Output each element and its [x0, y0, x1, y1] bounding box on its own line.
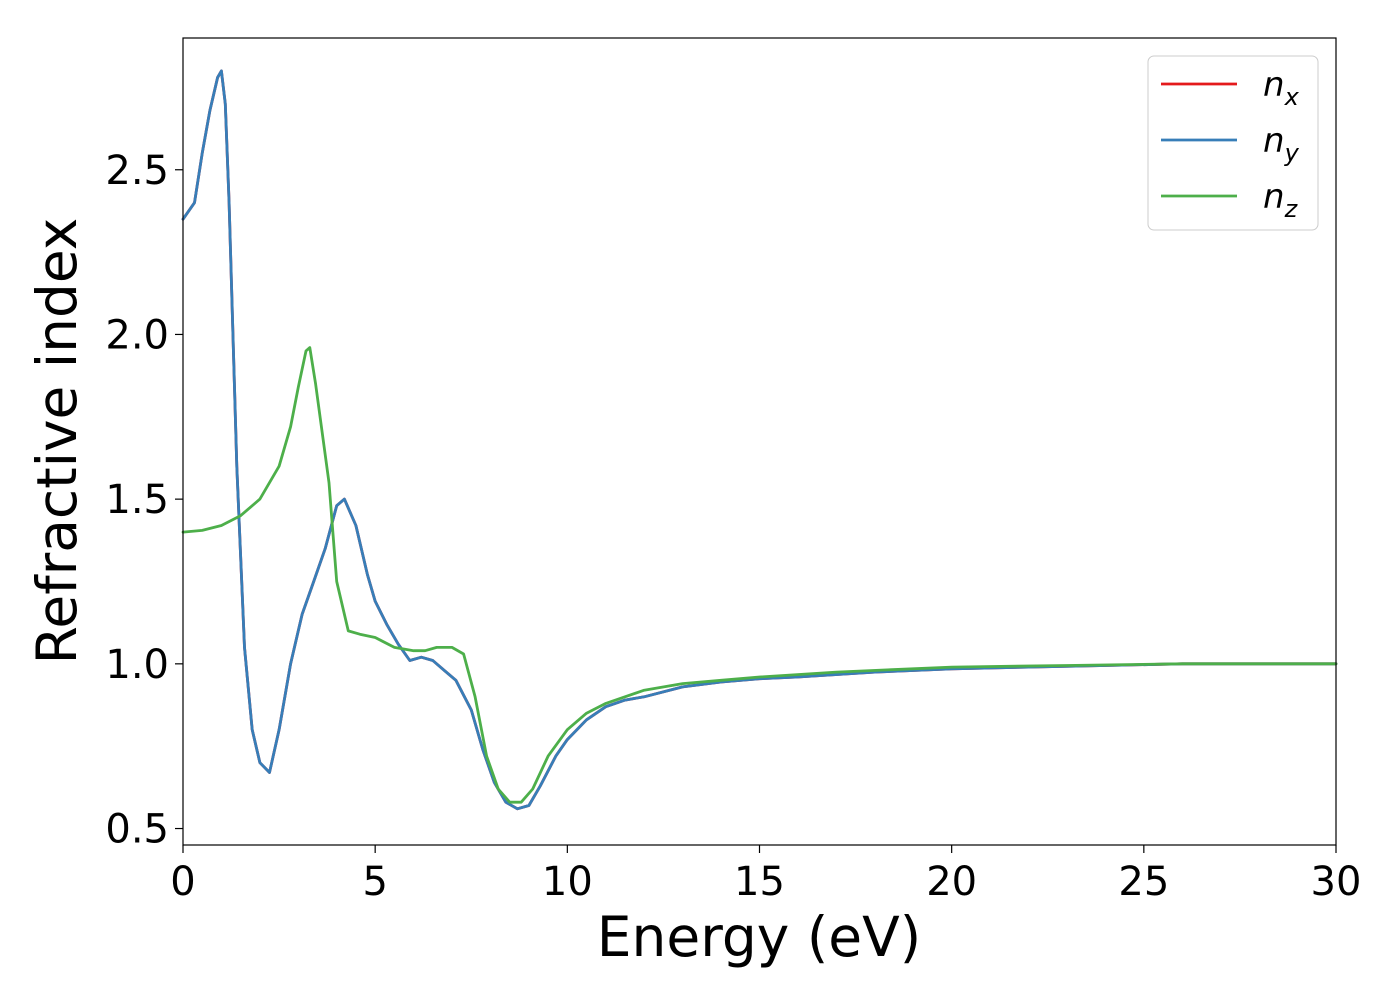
- legend-box: [1147, 55, 1319, 231]
- y-tick-label: 1.5: [105, 477, 169, 523]
- y-tick-label: 0.5: [105, 807, 169, 853]
- x-tick-label: 10: [542, 859, 593, 905]
- x-tick-label: 20: [926, 859, 977, 905]
- y-axis-title: Refractive index: [25, 218, 89, 665]
- x-tick-label: 25: [1118, 859, 1169, 905]
- x-tick-label: 30: [1311, 859, 1362, 905]
- x-tick-label: 15: [734, 859, 785, 905]
- legend-label-z: nz: [1263, 177, 1299, 223]
- series-line-z: [181, 346, 1338, 804]
- series-layer: [181, 69, 1338, 811]
- ticks-layer: 0 5 10 15 20 25 30 0.5 1.0 1.5 2.0 2.5: [105, 148, 1361, 905]
- y-tick-label: 2.5: [105, 148, 169, 194]
- y-tick-label: 2.0: [105, 312, 169, 358]
- y-tick-label: 1.0: [105, 642, 169, 688]
- legend-items: nx ny nz: [1161, 65, 1300, 223]
- legend-label-y: ny: [1263, 121, 1300, 167]
- x-tick-label: 5: [362, 859, 387, 905]
- x-axis-title: Energy (eV): [597, 905, 921, 969]
- legend-label-x: nx: [1263, 65, 1300, 111]
- x-tick-label: 0: [170, 859, 195, 905]
- legend: nx ny nz: [1147, 55, 1319, 231]
- series-line-y: [181, 69, 1338, 811]
